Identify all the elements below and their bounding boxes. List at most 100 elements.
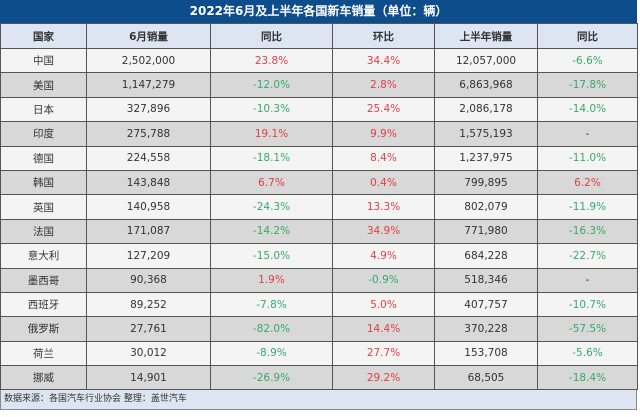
cell-june-sales: 275,788 <box>86 121 211 147</box>
cell-h1-sales: 153,708 <box>434 340 538 367</box>
cell-country: 美国 <box>0 72 87 98</box>
cell-june-sales: 140,958 <box>86 194 211 220</box>
cell-h1-yoy: -6.6% <box>537 47 638 74</box>
cell-june-yoy: -8.9% <box>210 340 333 367</box>
cell-country: 日本 <box>0 96 87 123</box>
cell-country: 德国 <box>0 145 87 171</box>
cell-h1-yoy: -17.8% <box>537 72 638 98</box>
cell-june-yoy: -15.0% <box>210 243 333 269</box>
cell-h1-sales: 518,346 <box>434 267 538 293</box>
cell-country: 法国 <box>0 218 87 245</box>
cell-june-mom: 9.9% <box>332 121 435 147</box>
cell-june-sales: 27,761 <box>86 316 211 342</box>
cell-june-mom: 13.3% <box>332 194 435 220</box>
column-header-h1-sales: 上半年销量 <box>434 23 538 49</box>
cell-june-yoy: -10.3% <box>210 96 333 123</box>
cell-h1-yoy: - <box>537 121 638 147</box>
cell-june-mom: 4.9% <box>332 243 435 269</box>
cell-h1-sales: 802,079 <box>434 194 538 220</box>
cell-june-sales: 30,012 <box>86 340 211 367</box>
cell-june-yoy: -14.2% <box>210 218 333 245</box>
cell-june-yoy: -18.1% <box>210 145 333 171</box>
cell-june-sales: 327,896 <box>86 96 211 123</box>
sales-table: 国家 6月销量 同比 环比 上半年销量 同比 中国 2,502,000 23.8% 34.4% 1… <box>0 23 638 391</box>
cell-h1-sales: 12,057,000 <box>434 47 538 74</box>
cell-h1-yoy: -11.0% <box>537 145 638 171</box>
table-row: 韩国 143,848 6.7% 0.4% 799,895 6.2% <box>0 169 638 196</box>
cell-country: 中国 <box>0 47 87 74</box>
cell-june-sales: 89,252 <box>86 291 211 318</box>
cell-country: 俄罗斯 <box>0 316 87 342</box>
cell-h1-sales: 771,980 <box>434 218 538 245</box>
cell-h1-yoy: -11.9% <box>537 194 638 220</box>
table-row: 英国 140,958 -24.3% 13.3% 802,079 -11.9% <box>0 194 638 220</box>
cell-june-mom: -0.9% <box>332 267 435 293</box>
cell-june-sales: 171,087 <box>86 218 211 245</box>
cell-country: 韩国 <box>0 169 87 196</box>
cell-h1-sales: 407,757 <box>434 291 538 318</box>
table-row: 俄罗斯 27,761 -82.0% 14.4% 370,228 -57.5% <box>0 316 638 342</box>
table-row: 墨西哥 90,368 1.9% -0.9% 518,346- <box>0 267 638 293</box>
column-header-june-yoy: 同比 <box>210 23 333 49</box>
cell-june-mom: 5.0% <box>332 291 435 318</box>
table-row: 中国 2,502,000 23.8% 34.4% 12,057,000 -6.6% <box>0 47 638 74</box>
cell-h1-yoy: -18.4% <box>537 365 638 391</box>
cell-june-mom: 0.4% <box>332 169 435 196</box>
table-header-row: 国家 6月销量 同比 环比 上半年销量 同比 <box>0 23 638 49</box>
cell-country: 印度 <box>0 121 87 147</box>
table-row: 荷兰 30,012 -8.9% 27.7% 153,708 -5.6% <box>0 340 638 367</box>
source-footer: 数据来源：各国汽车行业协会 整理：盖世汽车 <box>0 390 637 411</box>
cell-h1-yoy: - <box>537 267 638 293</box>
table-row: 法国 171,087 -14.2% 34.9% 771,980 -16.3% <box>0 218 638 245</box>
cell-june-yoy: -24.3% <box>210 194 333 220</box>
cell-h1-sales: 68,505 <box>434 365 538 391</box>
table-row: 意大利 127,209 -15.0% 4.9% 684,228 -22.7% <box>0 243 638 269</box>
cell-june-sales: 127,209 <box>86 243 211 269</box>
cell-h1-yoy: -57.5% <box>537 316 638 342</box>
cell-h1-sales: 1,575,193 <box>434 121 538 147</box>
cell-country: 挪威 <box>0 365 87 391</box>
table-row: 德国 224,558 -18.1% 8.4% 1,237,975 -11.0% <box>0 145 638 171</box>
table-row: 西班牙 89,252 -7.8% 5.0% 407,757 -10.7% <box>0 291 638 318</box>
cell-june-mom: 27.7% <box>332 340 435 367</box>
table-row: 印度 275,788 19.1% 9.9% 1,575,193- <box>0 121 638 147</box>
cell-h1-yoy: 6.2% <box>537 169 638 196</box>
cell-june-yoy: -12.0% <box>210 72 333 98</box>
cell-h1-sales: 370,228 <box>434 316 538 342</box>
table-row: 日本 327,896 -10.3% 25.4% 2,086,178 -14.0% <box>0 96 638 123</box>
cell-june-yoy: 1.9% <box>210 267 333 293</box>
cell-june-mom: 34.4% <box>332 47 435 74</box>
cell-h1-yoy: -5.6% <box>537 340 638 367</box>
cell-june-yoy: 19.1% <box>210 121 333 147</box>
cell-h1-sales: 799,895 <box>434 169 538 196</box>
cell-june-yoy: -82.0% <box>210 316 333 342</box>
cell-country: 意大利 <box>0 243 87 269</box>
cell-h1-yoy: -16.3% <box>537 218 638 245</box>
table-row: 挪威 14,901 -26.9% 29.2% 68,505 -18.4% <box>0 365 638 391</box>
cell-june-yoy: -26.9% <box>210 365 333 391</box>
cell-june-sales: 1,147,279 <box>86 72 211 98</box>
column-header-june-sales: 6月销量 <box>86 23 211 49</box>
cell-june-sales: 2,502,000 <box>86 47 211 74</box>
cell-country: 荷兰 <box>0 340 87 367</box>
cell-country: 西班牙 <box>0 291 87 318</box>
cell-h1-sales: 2,086,178 <box>434 96 538 123</box>
cell-h1-yoy: -22.7% <box>537 243 638 269</box>
cell-june-sales: 143,848 <box>86 169 211 196</box>
cell-june-mom: 2.8% <box>332 72 435 98</box>
cell-june-mom: 25.4% <box>332 96 435 123</box>
cell-h1-sales: 684,228 <box>434 243 538 269</box>
cell-june-mom: 34.9% <box>332 218 435 245</box>
cell-country: 墨西哥 <box>0 267 87 293</box>
table-title: 2022年6月及上半年各国新车销量（单位：辆） <box>0 0 637 23</box>
cell-june-sales: 14,901 <box>86 365 211 391</box>
cell-june-sales: 90,368 <box>86 267 211 293</box>
column-header-h1-yoy: 同比 <box>537 23 638 49</box>
cell-june-mom: 29.2% <box>332 365 435 391</box>
cell-country: 英国 <box>0 194 87 220</box>
cell-h1-yoy: -14.0% <box>537 96 638 123</box>
cell-june-yoy: -7.8% <box>210 291 333 318</box>
column-header-country: 国家 <box>0 23 87 49</box>
column-header-june-mom: 环比 <box>332 23 435 49</box>
